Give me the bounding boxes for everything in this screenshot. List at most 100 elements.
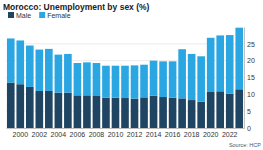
bar [7, 83, 15, 128]
bar [235, 28, 243, 90]
bar [121, 98, 129, 128]
bar [83, 62, 91, 95]
x-tick: 2008 [89, 128, 105, 138]
bar [16, 40, 24, 84]
y-tick: 20 [244, 57, 255, 64]
x-tick: 2002 [32, 128, 48, 138]
chart: Morocco: Unemployment by sex (%)20002002… [0, 0, 263, 150]
y-axis-line [244, 28, 245, 129]
bar [150, 96, 158, 128]
x-axis: 2000 200220042006200820102012201420162018… [7, 128, 245, 138]
plot: 2000200220042006200820102012201420162018… [6, 28, 255, 138]
y-tick: 0 [244, 125, 251, 132]
x-tick-label: 2008 [89, 131, 105, 138]
bar [140, 65, 148, 98]
bar [197, 56, 205, 101]
bar [197, 102, 205, 128]
x-tick-label: 2014 [146, 131, 162, 138]
bar [36, 91, 44, 128]
bar [188, 54, 196, 100]
legend-swatch [8, 12, 14, 18]
bar [36, 50, 44, 91]
y-tick: 15 [244, 74, 255, 81]
bar [216, 35, 224, 91]
bar [216, 91, 224, 128]
bar [235, 89, 243, 128]
x-tick-label: 2002 [32, 131, 48, 138]
bar [64, 93, 72, 128]
bar [102, 98, 110, 128]
legend-label: Male [16, 12, 31, 19]
bar [55, 55, 63, 93]
bar [102, 66, 110, 98]
bar [178, 49, 186, 98]
x-tick: 2010 [108, 128, 124, 138]
x-tick-label: 2000 [12, 131, 28, 138]
bar [45, 49, 53, 91]
x-tick: 2004 [51, 128, 67, 138]
bar [188, 100, 196, 128]
legend-item: Male [8, 12, 31, 19]
bar [64, 54, 72, 93]
bar [226, 35, 234, 94]
y-tick-label: 15 [247, 74, 255, 81]
bar [159, 61, 167, 97]
bar [74, 95, 82, 128]
legend-swatch [39, 12, 45, 18]
bar [112, 98, 120, 128]
x-tick: 2022 [222, 128, 238, 138]
y-tick-label: 20 [247, 57, 255, 64]
x-tick-label: 2016 [165, 131, 181, 138]
bar [131, 65, 139, 98]
y-tick-label: 0 [247, 125, 251, 132]
bar [74, 63, 82, 95]
x-tick: 2020 [203, 128, 219, 138]
x-tick-label: 2018 [184, 131, 200, 138]
x-tick-label: 2012 [127, 131, 143, 138]
bar [169, 61, 177, 97]
y-tick: 10 [244, 91, 255, 98]
bar [7, 38, 15, 82]
x-tick-label: 2020 [203, 131, 219, 138]
bar [159, 97, 167, 128]
bar [150, 61, 158, 96]
y-tick: 5 [244, 108, 251, 115]
y-tick-label: 5 [247, 108, 251, 115]
series-1 [7, 28, 243, 102]
x-tick-label: 2022 [222, 131, 238, 138]
bar [207, 92, 215, 128]
y-tick-label: 25 [247, 41, 255, 48]
bar [131, 99, 139, 128]
bars [7, 28, 243, 128]
bar [26, 87, 34, 128]
bar [93, 96, 101, 128]
bar [45, 91, 53, 128]
legend-item: Female [39, 12, 70, 19]
x-tick: 2016 [165, 128, 181, 138]
bar [55, 93, 63, 128]
legend: Male Female [8, 12, 71, 19]
x-tick: 2012 [127, 128, 143, 138]
x-tick-label: 2006 [70, 131, 86, 138]
legend-label: Female [47, 12, 70, 19]
bar [93, 63, 101, 96]
x-tick-label: 2010 [108, 131, 124, 138]
x-tick: 2018 [184, 128, 200, 138]
x-tick-label: 2004 [51, 131, 67, 138]
y-tick: 25 [244, 41, 255, 48]
bar [207, 38, 215, 92]
bar [26, 46, 34, 87]
title: Morocco: Unemployment by sex (%) [3, 2, 150, 12]
x-axis-line [7, 128, 245, 129]
source: Source: HCP [229, 142, 261, 148]
bar [83, 95, 91, 128]
bar [16, 84, 24, 128]
bar [112, 66, 120, 98]
bar [178, 98, 186, 128]
bar [169, 98, 177, 128]
x-tick: 2014 [146, 128, 162, 138]
y-tick-label: 10 [247, 91, 255, 98]
bar [226, 94, 234, 128]
x-tick: 2000 [12, 128, 28, 138]
bar [140, 97, 148, 128]
